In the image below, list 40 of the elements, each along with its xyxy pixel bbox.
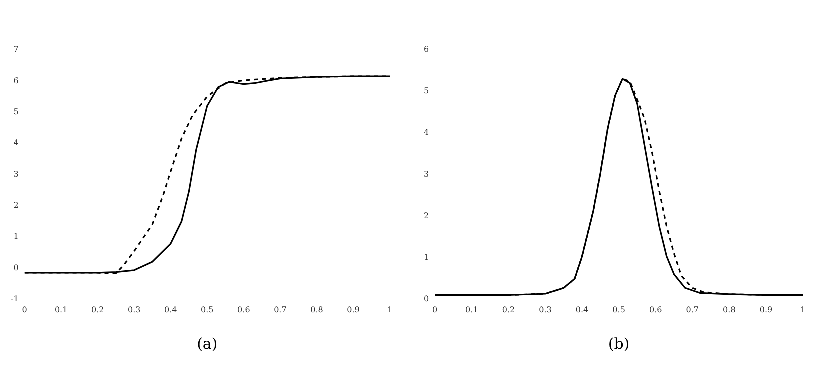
x-tick-label: 0	[432, 305, 438, 314]
y-tick-label: -1	[10, 294, 19, 304]
y-tick-label: 7	[14, 45, 19, 54]
x-tick-label: 0.8	[310, 305, 324, 314]
y-tick-label: 2	[14, 200, 19, 210]
y-tick-label: 5	[424, 86, 430, 96]
x-tick-label: 0.3	[128, 305, 141, 314]
y-tick-label: 4	[424, 128, 430, 138]
x-tick-label: 0.8	[723, 305, 736, 314]
y-tick-label: 0	[424, 294, 430, 304]
y-tick-label: 5	[14, 107, 19, 116]
y-tick-label: 6	[424, 45, 430, 54]
x-tick-label: 0.2	[502, 305, 516, 314]
x-tick-label: 0.1	[466, 305, 478, 314]
x-tick-label: 0.1	[54, 305, 68, 314]
y-tick-label: 6	[14, 76, 19, 86]
x-axis-title: (b)	[608, 334, 630, 353]
x-tick-label: 0	[22, 305, 28, 314]
x-axis-title: (a)	[197, 334, 218, 353]
y-tick-label: 3	[424, 170, 430, 179]
x-tick-label: 0.9	[347, 305, 360, 314]
x-tick-label: 0.9	[760, 305, 773, 314]
y-tick-label: 2	[424, 211, 430, 220]
x-tick-label: 0.3	[539, 305, 552, 314]
x-tick-label: 1	[387, 305, 393, 314]
y-tick-label: 1	[424, 252, 430, 262]
x-tick-label: 1	[800, 305, 806, 314]
y-tick-label: 3	[14, 170, 19, 179]
x-tick-label: 0.5	[201, 305, 214, 314]
x-tick-label: 0.6	[649, 305, 662, 314]
x-tick-label: 0.4	[164, 305, 178, 314]
y-tick-label: 0	[14, 263, 19, 272]
y-tick-label: 1	[14, 232, 19, 242]
x-tick-label: 0.6	[238, 305, 250, 314]
x-tick-label: 0.4	[576, 305, 589, 314]
x-tick-label: 0.2	[91, 305, 104, 314]
x-tick-label: 0.7	[274, 305, 287, 314]
x-tick-label: 0.5	[612, 305, 626, 314]
x-tick-label: 0.7	[686, 305, 699, 314]
y-tick-label: 4	[14, 138, 19, 148]
